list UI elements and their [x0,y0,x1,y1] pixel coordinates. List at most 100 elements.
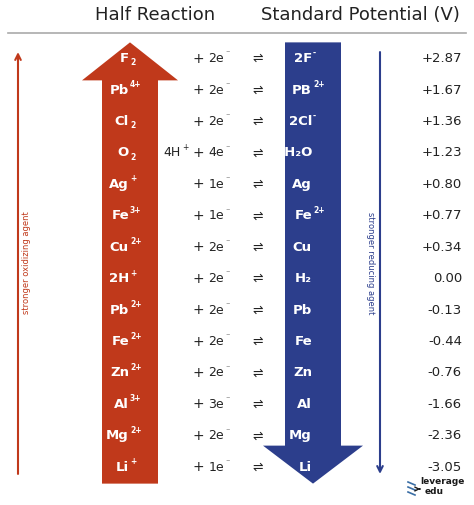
Text: 2e: 2e [209,367,224,379]
Text: 3e: 3e [209,398,224,411]
Text: 2e: 2e [209,84,224,96]
Text: +: + [192,240,204,255]
Text: +: + [192,209,204,223]
Text: ⁻: ⁻ [225,300,229,309]
Text: 2Cl: 2Cl [289,115,312,128]
Text: ⁻: ⁻ [225,394,229,403]
Text: ⁻: ⁻ [225,363,229,372]
Text: 2e: 2e [209,335,224,348]
Text: PB: PB [292,84,312,96]
Text: +: + [192,272,204,286]
Text: ⁻: ⁻ [225,80,229,89]
Text: Fe: Fe [111,335,129,348]
Text: -3.05: -3.05 [428,461,462,474]
Text: Half Reaction: Half Reaction [95,6,215,24]
Text: +0.34: +0.34 [422,241,462,254]
Text: Zn: Zn [110,367,129,379]
Text: Cu: Cu [293,241,312,254]
Text: -0.44: -0.44 [428,335,462,348]
Text: -2.36: -2.36 [428,429,462,442]
Text: 2+: 2+ [130,237,142,246]
Text: +0.77: +0.77 [421,210,462,222]
Text: +: + [192,115,204,129]
Text: Pb: Pb [293,304,312,317]
Text: ⇌: ⇌ [253,398,263,411]
Text: ⇌: ⇌ [253,52,263,65]
Text: Ag: Ag [292,178,312,191]
Text: +: + [192,83,204,97]
Polygon shape [263,42,363,484]
Text: 4H: 4H [164,146,181,160]
Text: 2+: 2+ [130,332,142,340]
Text: 1e: 1e [209,210,224,222]
Text: Cl: Cl [115,115,129,128]
Text: 1e: 1e [209,178,224,191]
Text: ⇌: ⇌ [253,429,263,442]
Text: +0.80: +0.80 [422,178,462,191]
Text: 2H: 2H [109,272,129,285]
Text: edu: edu [425,486,444,495]
Text: Standard Potential (V): Standard Potential (V) [261,6,459,24]
Text: Pb: Pb [110,84,129,96]
Text: ⁻: ⁻ [225,269,229,278]
Text: Pb: Pb [110,304,129,317]
Text: 2+: 2+ [130,363,142,372]
Text: F: F [120,52,129,65]
Text: ⇌: ⇌ [253,84,263,96]
Text: ⁻: ⁻ [225,206,229,215]
Text: +1.23: +1.23 [421,146,462,160]
Text: +: + [182,143,188,153]
Text: stronger reducing agent: stronger reducing agent [366,212,375,314]
Text: 3+: 3+ [130,206,142,215]
Text: -1.66: -1.66 [428,398,462,411]
Text: +: + [130,458,136,466]
Text: 1e: 1e [209,461,224,474]
Text: Al: Al [297,398,312,411]
Text: +1.67: +1.67 [421,84,462,96]
Text: 3+: 3+ [130,394,142,403]
Text: +: + [130,174,136,183]
Text: Mg: Mg [289,429,312,442]
Text: 2+: 2+ [313,80,325,89]
Text: ⁻: ⁻ [225,458,229,466]
Text: Fe: Fe [111,210,129,222]
Text: ⇌: ⇌ [253,335,263,348]
Text: Cu: Cu [110,241,129,254]
Text: 4e: 4e [209,146,224,160]
Text: Li: Li [299,461,312,474]
Polygon shape [82,42,178,484]
Text: H₂: H₂ [295,272,312,285]
Text: +2.87: +2.87 [421,52,462,65]
Text: 2+: 2+ [130,426,142,435]
Text: +: + [192,460,204,474]
Text: -0.13: -0.13 [428,304,462,317]
Text: 2F: 2F [294,52,312,65]
Text: 4+: 4+ [130,80,142,89]
Text: 2e: 2e [209,115,224,128]
Text: 2e: 2e [209,52,224,65]
Text: ⇌: ⇌ [253,461,263,474]
Text: +: + [192,146,204,160]
Text: ⁻: ⁻ [225,237,229,246]
Text: ⇌: ⇌ [253,115,263,128]
Text: ⇌: ⇌ [253,210,263,222]
Text: ⇌: ⇌ [253,241,263,254]
Text: ⁻: ⁻ [225,332,229,340]
Text: 2e: 2e [209,304,224,317]
Text: +: + [192,303,204,317]
Text: 2+: 2+ [313,206,325,215]
Text: 2e: 2e [209,272,224,285]
Text: Ag: Ag [109,178,129,191]
Text: ⇌: ⇌ [253,304,263,317]
Text: Fe: Fe [294,210,312,222]
Text: 0.00: 0.00 [433,272,462,285]
Text: ⇌: ⇌ [253,178,263,191]
Text: 2: 2 [130,58,135,67]
Text: 2e: 2e [209,241,224,254]
Text: Al: Al [114,398,129,411]
Text: ⁻: ⁻ [225,48,229,58]
Text: Mg: Mg [106,429,129,442]
Text: +: + [192,429,204,443]
Text: +: + [192,52,204,66]
Text: ⁻: ⁻ [225,426,229,435]
